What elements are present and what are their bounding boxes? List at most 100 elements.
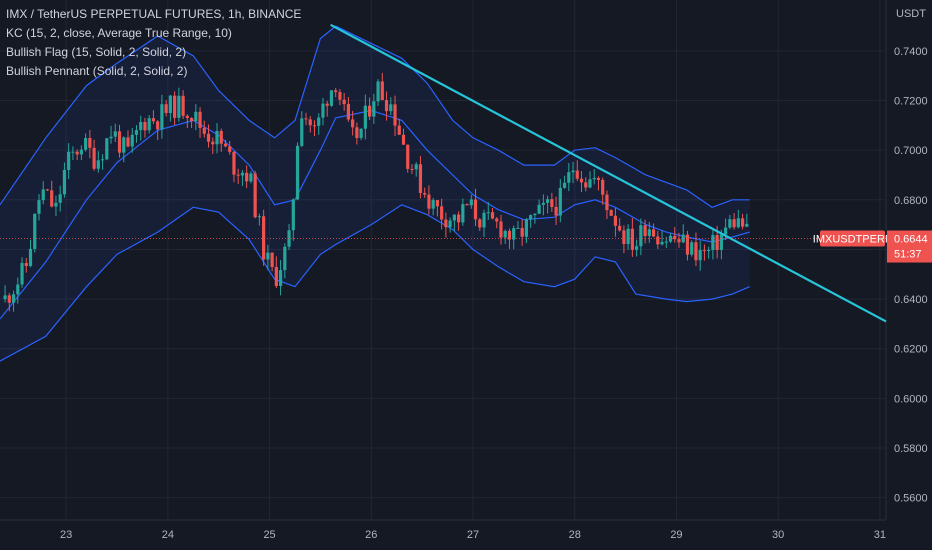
candle-down xyxy=(732,219,736,228)
candle-up xyxy=(690,242,694,255)
legend-bullish-pennant[interactable]: Bullish Pennant (Solid, 2, Solid, 2) xyxy=(6,64,188,78)
candle-down xyxy=(270,252,274,268)
candle-up xyxy=(160,104,164,130)
candle-down xyxy=(338,92,342,100)
price-tick-label: 0.6400 xyxy=(894,294,928,306)
candle-up xyxy=(567,172,571,183)
candle-up xyxy=(516,227,520,229)
candle-down xyxy=(189,118,194,122)
candle-down xyxy=(126,137,130,147)
candle-down xyxy=(334,90,338,93)
candle-up xyxy=(139,121,143,131)
candle-down xyxy=(308,119,312,126)
candle-down xyxy=(397,125,401,135)
bar-countdown: 51:37 xyxy=(894,249,922,261)
candle-up xyxy=(698,250,702,261)
candle-down xyxy=(393,104,397,126)
candle-up xyxy=(62,169,67,195)
candle-up xyxy=(529,215,533,220)
candle-up xyxy=(660,241,664,245)
candle-up xyxy=(469,199,473,206)
keltner-channel-fill xyxy=(0,26,750,362)
candle-up xyxy=(168,95,172,113)
candle-up xyxy=(113,131,117,137)
candle-up xyxy=(745,223,749,227)
candle-up xyxy=(266,252,270,260)
candle-up xyxy=(668,235,673,242)
candle-down xyxy=(206,133,211,142)
candle-up xyxy=(130,134,134,147)
candle-up xyxy=(67,151,71,170)
candle-down xyxy=(427,194,431,209)
candle-up xyxy=(122,137,126,153)
candle-up xyxy=(482,212,486,228)
time-tick-label: 28 xyxy=(569,529,581,541)
candle-down xyxy=(50,190,54,207)
candle-down xyxy=(423,193,427,195)
candle-down xyxy=(304,118,308,120)
candle-down xyxy=(656,236,660,245)
candle-down xyxy=(444,219,448,228)
candle-up xyxy=(562,182,567,188)
candle-up xyxy=(588,179,592,188)
candle-up xyxy=(461,204,465,223)
legend-title[interactable]: IMX / TetherUS PERPETUAL FUTURES, 1h, BI… xyxy=(6,7,302,21)
candle-down xyxy=(740,218,745,227)
candle-down xyxy=(253,173,257,218)
candle-down xyxy=(410,168,414,170)
price-tick-label: 0.5600 xyxy=(894,493,928,505)
candle-down xyxy=(478,219,482,228)
candle-down xyxy=(380,81,384,101)
candle-down xyxy=(609,210,613,216)
candle-down xyxy=(584,182,588,188)
candle-up xyxy=(3,295,7,300)
candle-down xyxy=(435,200,440,207)
candle-down xyxy=(673,235,677,240)
candle-down xyxy=(401,134,406,145)
candle-down xyxy=(181,95,185,116)
candle-down xyxy=(384,100,389,112)
last-price-tag xyxy=(887,230,932,263)
candle-down xyxy=(351,119,355,128)
candle-up xyxy=(724,227,728,235)
price-tick-label: 0.7200 xyxy=(894,96,928,108)
candle-down xyxy=(92,147,96,169)
candle-up xyxy=(592,177,596,180)
chart-legend: IMX / TetherUS PERPETUAL FUTURES, 1h, BI… xyxy=(6,5,301,81)
time-tick-label: 29 xyxy=(670,529,682,541)
candle-down xyxy=(24,263,28,267)
legend-kc[interactable]: KC (15, 2, close, Average True Range, 10… xyxy=(6,26,232,40)
candle-down xyxy=(219,130,223,144)
candle-up xyxy=(291,199,295,231)
candle-down xyxy=(643,225,647,237)
candle-down xyxy=(499,221,503,238)
keltner-middle-band xyxy=(0,109,750,320)
candle-up xyxy=(571,170,575,173)
candle-up xyxy=(317,117,321,126)
legend-bullish-flag[interactable]: Bullish Flag (15, Solid, 2, Solid, 2) xyxy=(6,45,187,59)
candle-up xyxy=(707,249,711,252)
candle-up xyxy=(389,104,393,112)
candle-down xyxy=(156,121,160,130)
symbol-tag-label: IMXUSDTPERP xyxy=(813,234,892,246)
candle-down xyxy=(490,212,495,219)
candle-down xyxy=(7,295,11,303)
keltner-lower-band xyxy=(0,204,750,362)
candle-up xyxy=(431,200,435,209)
candle-up xyxy=(376,81,380,102)
candle-down xyxy=(507,230,512,240)
time-tick-label: 25 xyxy=(263,529,275,541)
candle-up xyxy=(300,118,304,146)
candle-down xyxy=(367,105,372,117)
candle-up xyxy=(448,220,452,228)
candle-down xyxy=(185,115,189,119)
time-tick-label: 24 xyxy=(162,529,174,541)
candle-down xyxy=(554,206,558,216)
candle-down xyxy=(418,164,423,194)
candle-down xyxy=(312,125,317,127)
price-tick-label: 0.7000 xyxy=(894,145,928,157)
candle-down xyxy=(228,146,232,152)
